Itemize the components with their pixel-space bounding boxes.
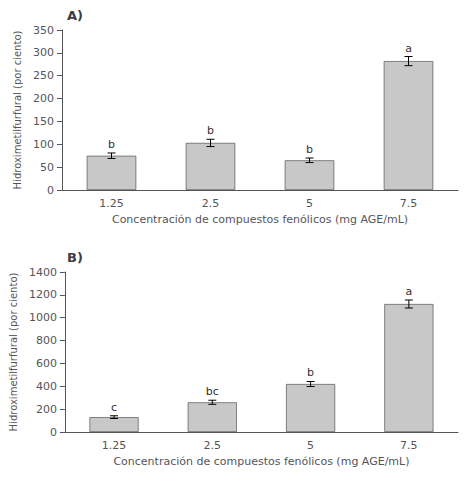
svg-text:600: 600 bbox=[36, 357, 57, 370]
svg-text:b: b bbox=[108, 138, 115, 151]
svg-text:400: 400 bbox=[36, 380, 57, 393]
svg-text:1.25: 1.25 bbox=[99, 197, 124, 210]
svg-text:2.5: 2.5 bbox=[202, 197, 220, 210]
svg-text:b: b bbox=[307, 366, 314, 379]
svg-text:Concentración de compuestos fe: Concentración de compuestos fenólicos (m… bbox=[112, 213, 408, 226]
svg-text:800: 800 bbox=[36, 334, 57, 347]
svg-text:1400: 1400 bbox=[29, 266, 57, 279]
svg-text:A): A) bbox=[67, 8, 83, 23]
svg-text:150: 150 bbox=[33, 115, 54, 128]
svg-text:1.25: 1.25 bbox=[102, 439, 127, 452]
svg-text:200: 200 bbox=[33, 92, 54, 105]
svg-text:7.5: 7.5 bbox=[400, 197, 418, 210]
svg-text:300: 300 bbox=[33, 46, 54, 59]
svg-text:50: 50 bbox=[40, 161, 54, 174]
svg-text:250: 250 bbox=[33, 69, 54, 82]
svg-text:Hidroximetilfurfural (por cien: Hidroximetilfurfural (por ciento) bbox=[8, 273, 19, 432]
svg-text:c: c bbox=[111, 401, 117, 414]
svg-text:Hidroximetilfurfural (por cien: Hidroximetilfurfural (por ciento) bbox=[12, 31, 23, 190]
svg-text:350: 350 bbox=[33, 24, 54, 37]
svg-text:B): B) bbox=[67, 250, 83, 265]
svg-text:7.5: 7.5 bbox=[400, 439, 418, 452]
svg-text:2.5: 2.5 bbox=[204, 439, 222, 452]
svg-text:200: 200 bbox=[36, 403, 57, 416]
svg-text:5: 5 bbox=[306, 197, 313, 210]
svg-text:1000: 1000 bbox=[29, 311, 57, 324]
svg-text:100: 100 bbox=[33, 138, 54, 151]
svg-text:Concentración de compuestos fe: Concentración de compuestos fenólicos (m… bbox=[113, 455, 409, 468]
svg-text:a: a bbox=[405, 285, 412, 298]
svg-text:bc: bc bbox=[206, 385, 219, 398]
svg-text:1200: 1200 bbox=[29, 288, 57, 301]
svg-text:5: 5 bbox=[307, 439, 314, 452]
svg-text:a: a bbox=[405, 42, 412, 55]
svg-text:0: 0 bbox=[47, 184, 54, 197]
svg-text:0: 0 bbox=[50, 426, 57, 439]
svg-text:b: b bbox=[207, 124, 214, 137]
svg-text:b: b bbox=[306, 143, 313, 156]
